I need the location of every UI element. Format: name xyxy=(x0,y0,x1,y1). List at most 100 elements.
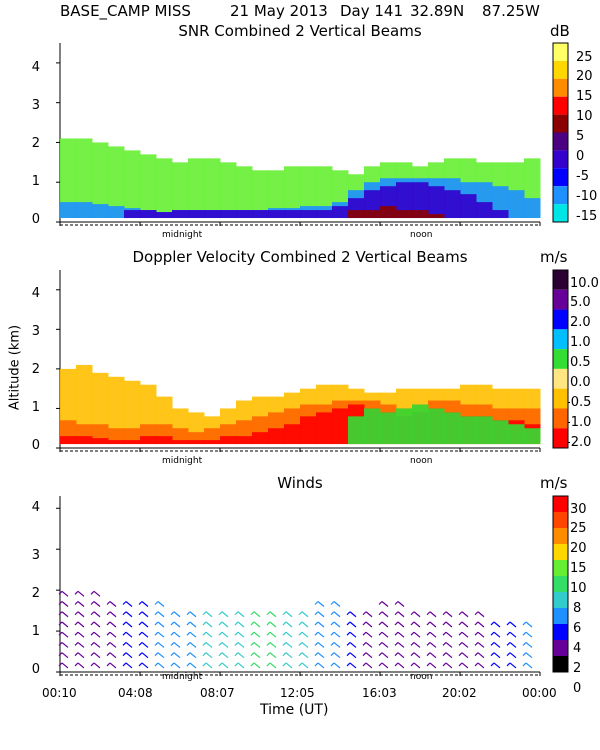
wind-barb xyxy=(525,662,533,669)
snr-strong-cell xyxy=(188,210,205,219)
wind-barb xyxy=(477,621,485,628)
wind-barb-flag xyxy=(458,631,463,636)
velocity-colorbar-segment xyxy=(553,368,568,389)
winds-colorbar-label: 25 xyxy=(570,521,587,536)
velocity-down-strong-cell xyxy=(300,416,317,445)
midnight-marker: midnight xyxy=(162,230,203,240)
wind-barb-flag xyxy=(122,652,127,657)
wind-barb xyxy=(93,601,101,607)
wind-barb xyxy=(285,611,293,618)
wind-barb-flag xyxy=(458,611,463,616)
wind-barb xyxy=(253,621,261,628)
wind-barb-flag xyxy=(138,611,143,616)
velocity-down-strong-cell xyxy=(316,412,333,445)
wind-barb xyxy=(221,652,229,659)
wind-barb-flag xyxy=(410,621,415,626)
wind-barb xyxy=(445,611,453,618)
wind-barb-flag xyxy=(330,601,335,605)
wind-barb-flag xyxy=(186,642,191,646)
snr-moderate-cell xyxy=(92,204,109,219)
wind-barb-flag xyxy=(74,601,79,605)
wind-barb-flag xyxy=(442,642,447,646)
velocity-colorbar-label: -2.0 xyxy=(566,435,592,450)
wind-barb-flag xyxy=(282,631,287,636)
wind-barb-flag xyxy=(202,611,207,616)
wind-barb xyxy=(461,652,469,659)
winds-colorbar-label: 10 xyxy=(570,581,587,596)
wind-barb-flag xyxy=(298,621,303,626)
longitude-label: 87.25W xyxy=(482,2,540,20)
wind-barb xyxy=(221,611,229,618)
snr-colorbar-label: -5 xyxy=(576,169,589,184)
winds-ytick: 1 xyxy=(31,624,40,639)
wind-barb xyxy=(525,641,533,648)
wind-barb xyxy=(189,631,197,638)
wind-barb xyxy=(413,621,421,628)
wind-barb xyxy=(333,641,341,648)
wind-barb xyxy=(205,621,213,628)
wind-barb-flag xyxy=(138,642,143,646)
wind-barb xyxy=(317,641,325,648)
velocity-down-strong-cell xyxy=(124,440,141,445)
wind-barb xyxy=(429,631,437,638)
wind-barb xyxy=(509,652,517,659)
wind-barb xyxy=(237,631,245,638)
wind-barb xyxy=(285,641,293,648)
snr-weak-echo-cell xyxy=(204,158,221,219)
wind-barb-flag xyxy=(490,642,495,646)
wind-barb xyxy=(253,611,261,618)
wind-barb-flag xyxy=(122,662,127,667)
velocity-up-cell xyxy=(348,416,365,445)
wind-barb-flag xyxy=(442,662,447,667)
winds-colorbar-label: 4 xyxy=(573,641,582,656)
wind-barb xyxy=(157,611,165,618)
wind-barb xyxy=(381,662,389,669)
winds-colorbar-frame xyxy=(552,495,569,673)
wind-barb-flag xyxy=(122,631,127,636)
wind-barb xyxy=(141,631,149,638)
velocity-colorbar-segment xyxy=(553,388,568,409)
wind-barb-flag xyxy=(202,652,207,657)
velocity-colorbar-label: 10.0 xyxy=(570,276,599,291)
snr-colorbar-segment xyxy=(553,186,568,205)
velocity-up-cell xyxy=(444,412,461,445)
wind-barb xyxy=(93,652,101,659)
wind-barb xyxy=(301,621,309,628)
velocity-colorbar-segment xyxy=(553,329,568,350)
wind-barb-flag xyxy=(362,642,367,646)
wind-barb xyxy=(93,590,101,597)
wind-barb xyxy=(125,621,133,628)
wind-barb-flag xyxy=(394,652,399,657)
wind-barb xyxy=(237,652,245,659)
snr-colorbar-segment xyxy=(553,132,568,151)
snr-ytick: 3 xyxy=(31,98,40,113)
snr-colorbar-segment xyxy=(553,114,568,133)
wind-barb-flag xyxy=(506,662,511,667)
wind-barb-flag xyxy=(298,611,303,616)
wind-barb-flag xyxy=(282,611,287,616)
x-tick: 12:05 xyxy=(280,686,315,700)
wind-barb xyxy=(253,631,261,638)
wind-barb-flag xyxy=(74,621,79,626)
wind-barb xyxy=(189,662,197,669)
wind-barb-flag xyxy=(154,621,159,626)
snr-strong-cell xyxy=(300,210,317,219)
wind-barb-flag xyxy=(58,631,63,636)
wind-barb-flag xyxy=(330,631,335,636)
velocity-down-strong-cell xyxy=(188,440,205,445)
wind-barb xyxy=(141,662,149,669)
snr-strong-cell xyxy=(252,210,269,219)
wind-barb-flag xyxy=(58,601,63,605)
wind-barb xyxy=(493,641,501,648)
snr-colorbar-label: -15 xyxy=(576,209,598,224)
wind-barb xyxy=(173,662,181,669)
wind-barb-flag xyxy=(426,642,431,646)
wind-barb-flag xyxy=(74,611,79,616)
wind-barb-flag xyxy=(186,662,191,667)
wind-barb-flag xyxy=(474,642,479,646)
wind-barb xyxy=(157,631,165,638)
wind-barb-flag xyxy=(266,662,271,667)
snr-weak-echo-cell xyxy=(236,166,253,219)
wind-barb-flag xyxy=(474,621,479,626)
wind-barb xyxy=(285,662,293,669)
